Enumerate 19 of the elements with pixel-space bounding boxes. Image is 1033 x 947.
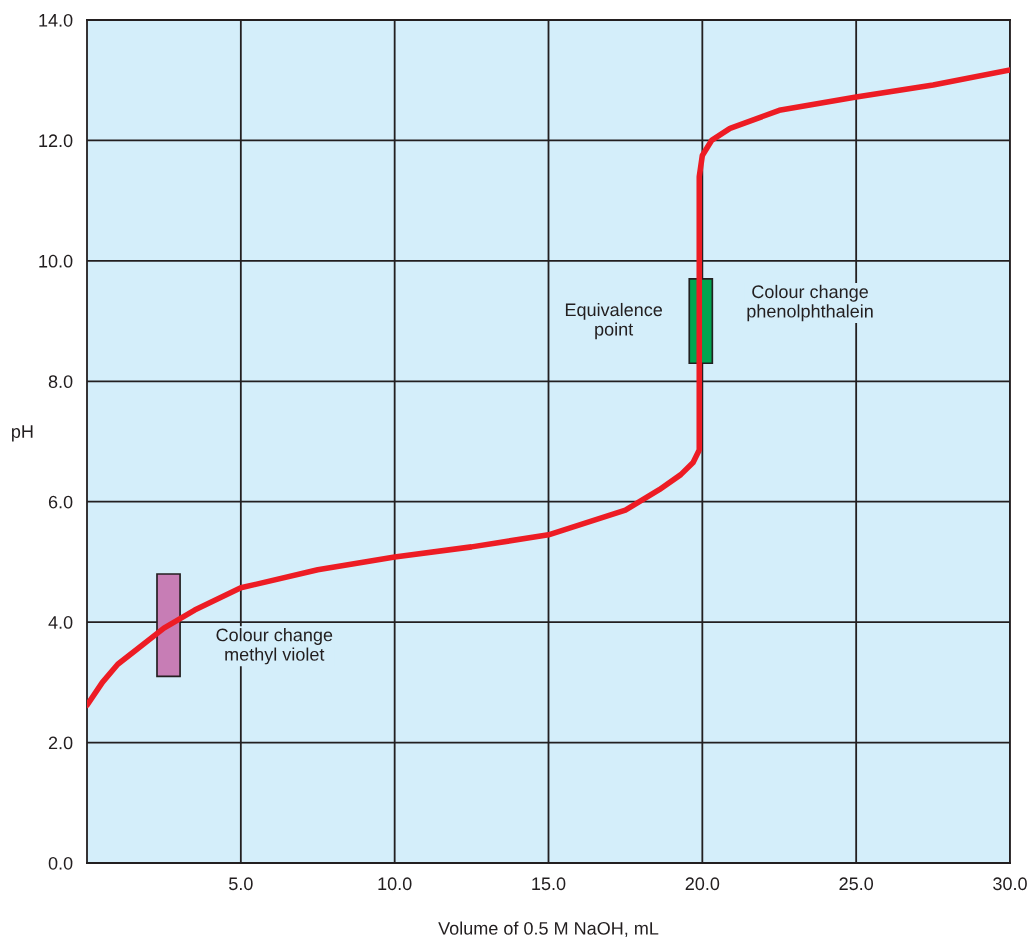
y-tick-label: 12.0 — [39, 134, 73, 148]
x-tick-label: 20.0 — [685, 877, 720, 891]
y-tick-label: 4.0 — [48, 616, 73, 629]
x-tick-label: 15.0 — [532, 877, 566, 891]
x-tick-label: 25.0 — [839, 877, 874, 891]
y-tick-label: 14.0 — [39, 13, 73, 27]
x-tick-label: 5.0 — [229, 877, 253, 891]
y-tick-label: 8.0 — [48, 375, 73, 389]
y-tick-label: 10.0 — [39, 254, 73, 268]
x-tick-label: 10.0 — [378, 877, 412, 891]
annotation: Colour change phenolphthalein — [747, 284, 873, 322]
annotation: Colour change methyl violet — [216, 628, 333, 665]
y-tick-label: 6.0 — [48, 495, 73, 509]
x-axis-title: Volume of 0.5 M NaOH, mL — [438, 921, 659, 937]
y-axis-title: pH — [12, 425, 33, 442]
x-tick-label: 30.0 — [993, 877, 1027, 891]
annotation: Equivalence point — [565, 302, 663, 340]
y-tick-label: 0.0 — [48, 856, 73, 870]
y-tick-label: 2.0 — [48, 736, 73, 750]
